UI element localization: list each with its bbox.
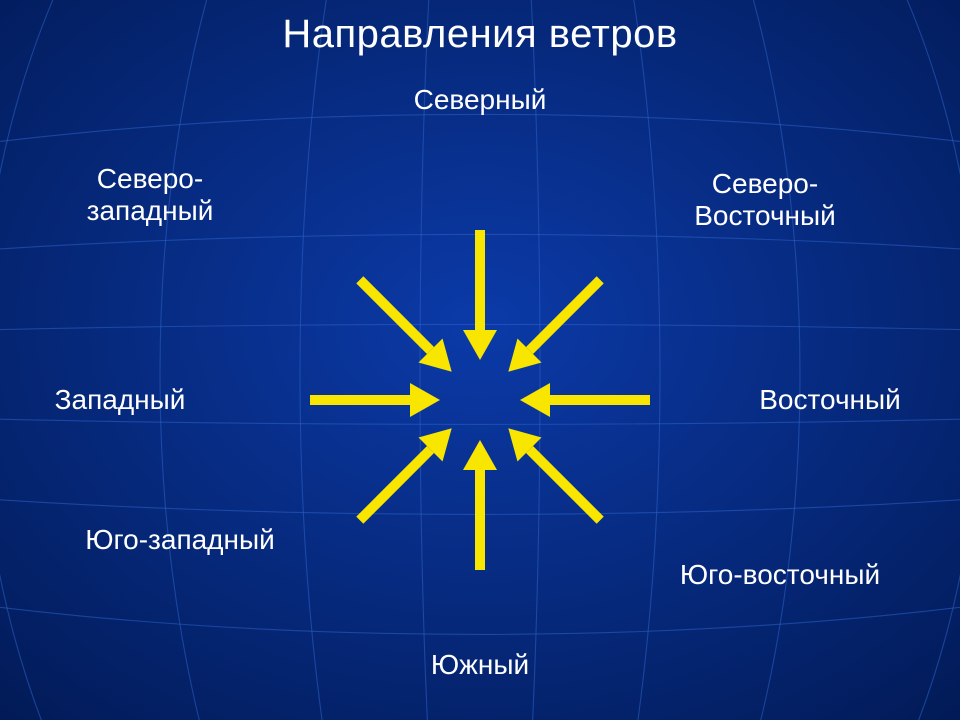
label-southwest: Юго-западный: [85, 524, 275, 556]
label-west: Западный: [55, 384, 186, 416]
arrow-northeast: [529, 280, 600, 351]
arrow-southwest: [360, 449, 431, 520]
arrowhead-north: [463, 330, 497, 360]
label-south: Южный: [431, 649, 529, 681]
label-northeast: Северо-Восточный: [694, 168, 836, 232]
arrowhead-east: [520, 383, 550, 417]
label-southeast: Юго-восточный: [680, 559, 880, 591]
arrow-southeast: [529, 449, 600, 520]
label-northwest: Северо-западный: [87, 163, 214, 227]
arrowhead-west: [410, 383, 440, 417]
label-north: Северный: [414, 84, 547, 116]
arrow-northwest: [360, 280, 431, 351]
arrowhead-south: [463, 440, 497, 470]
diagram-stage: Направления ветров СеверныйСеверо-Восточ…: [0, 0, 960, 720]
label-east: Восточный: [759, 384, 901, 416]
